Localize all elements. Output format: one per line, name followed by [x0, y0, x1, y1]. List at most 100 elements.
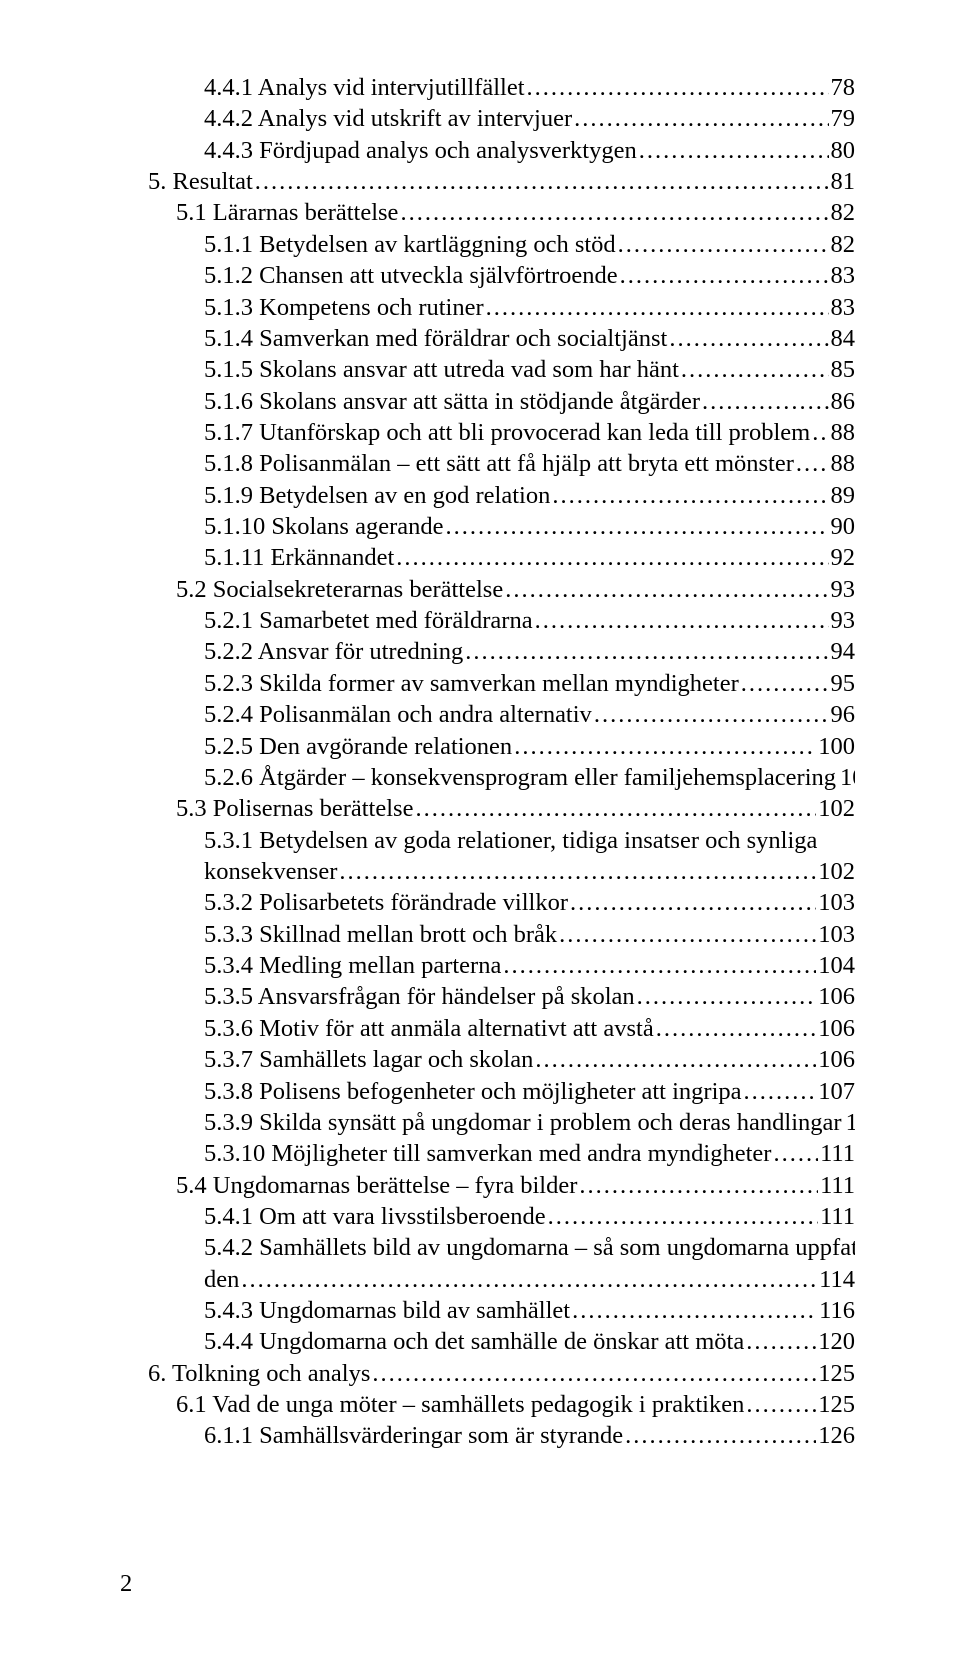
toc-entry-label: 5.4 Ungdomarnas berättelse – fyra bilder — [176, 1170, 577, 1201]
toc-entry-label: 5.1.4 Samverkan med föräldrar och social… — [204, 323, 667, 354]
toc-entry-label: 4.4.3 Fördjupad analys och analysverktyg… — [204, 135, 637, 166]
toc-leader-dots — [415, 793, 816, 824]
toc-entry: 6.1.1 Samhällsvärderingar som är styrand… — [120, 1420, 855, 1451]
toc-entry: 5.4 Ungdomarnas berättelse – fyra bilder… — [120, 1170, 855, 1201]
toc-entry-page: 125 — [818, 1389, 855, 1420]
toc-entry: 6.1 Vad de unga möter – samhällets pedag… — [120, 1389, 855, 1420]
toc-entry-label: 5.3.9 Skilda synsätt på ungdomar i probl… — [204, 1107, 842, 1138]
toc-leader-dots — [514, 731, 816, 762]
toc-entry-page: 111 — [820, 1201, 855, 1232]
toc-leader-dots — [559, 919, 816, 950]
toc-entry-page: 93 — [831, 574, 856, 605]
toc-entry: 5.2.1 Samarbetet med föräldrarna93 — [120, 605, 855, 636]
toc-leader-dots — [372, 1358, 816, 1389]
toc-entry: 4.4.1 Analys vid intervjutillfället78 — [120, 72, 855, 103]
toc-entry-page: 111 — [820, 1138, 855, 1169]
toc-entry-label: konsekvenser — [204, 856, 337, 887]
toc-entry: 5.1.9 Betydelsen av en god relation89 — [120, 480, 855, 511]
toc-entry: 5.3.10 Möjligheter till samverkan med an… — [120, 1138, 855, 1169]
toc-entry-label: 5.2.5 Den avgörande relationen — [204, 731, 512, 762]
toc-leader-dots — [255, 166, 829, 197]
toc-entry-page: 86 — [831, 386, 856, 417]
toc-entry: 5.1.11 Erkännandet 92 — [120, 542, 855, 573]
toc-leader-dots — [746, 1326, 816, 1357]
toc-leader-dots — [625, 1420, 816, 1451]
toc-leader-dots — [446, 511, 829, 542]
toc-entry-label: 5.4.1 Om att vara livsstilsberoende — [204, 1201, 546, 1232]
toc-entry-page: 114 — [819, 1264, 855, 1295]
toc-entry: 5.1.4 Samverkan med föräldrar och social… — [120, 323, 855, 354]
toc-entry-page: 104 — [818, 950, 855, 981]
toc-entry-label: 5.1.8 Polisanmälan – ett sätt att få hjä… — [204, 448, 794, 479]
toc-entry-label: 5.1.6 Skolans ansvar att sätta in stödja… — [204, 386, 700, 417]
toc-entry-page: 82 — [831, 229, 856, 260]
toc-leader-dots — [681, 354, 829, 385]
toc-entry: 5.2.5 Den avgörande relationen 100 — [120, 731, 855, 762]
toc-leader-dots — [656, 1013, 817, 1044]
toc-leader-dots — [548, 1201, 818, 1232]
toc-leader-dots — [579, 1170, 818, 1201]
toc-entry-label: 5.3 Polisernas berättelse — [176, 793, 413, 824]
toc-entry-page: 95 — [831, 668, 856, 699]
toc-entry: 5.1.7 Utanförskap och att bli provocerad… — [120, 417, 855, 448]
toc-entry-page: 93 — [831, 605, 856, 636]
toc-leader-dots — [503, 950, 816, 981]
toc-entry-page: 116 — [819, 1295, 855, 1326]
toc-entry: 5.3 Polisernas berättelse 102 — [120, 793, 855, 824]
toc-entry-page: 103 — [818, 887, 855, 918]
toc-entry-page: 92 — [831, 542, 856, 573]
toc-entry: 5.3.8 Polisens befogenheter och möjlighe… — [120, 1076, 855, 1107]
toc-leader-dots — [572, 1295, 817, 1326]
toc-entry-page: 106 — [818, 981, 855, 1012]
toc-entry-page: 82 — [831, 197, 856, 228]
toc-entry-label: 5. Resultat — [148, 166, 253, 197]
toc-entry-label: 4.4.1 Analys vid intervjutillfället — [204, 72, 525, 103]
toc-entry-label: 5.3.10 Möjligheter till samverkan med an… — [204, 1138, 771, 1169]
toc-entry-page: 94 — [831, 636, 856, 667]
toc-entry-page: 103 — [818, 919, 855, 950]
toc-leader-dots — [639, 135, 829, 166]
toc-leader-dots — [773, 1138, 818, 1169]
page-number: 2 — [120, 1570, 132, 1598]
toc-entry-label: den — [204, 1264, 239, 1295]
toc-entry-page: 106 — [818, 1013, 855, 1044]
toc-entry-page: 84 — [831, 323, 856, 354]
toc-leader-dots — [637, 981, 817, 1012]
toc-entry-page: 83 — [831, 260, 856, 291]
toc-entry: 5.2.4 Polisanmälan och andra alternativ9… — [120, 699, 855, 730]
toc-entry-label: 5.1.1 Betydelsen av kartläggning och stö… — [204, 229, 616, 260]
toc-entry-label: 4.4.2 Analys vid utskrift av intervjuer — [204, 103, 572, 134]
toc-leader-dots — [812, 417, 828, 448]
toc-entry-label: 5.4.2 Samhällets bild av ungdomarna – så… — [204, 1232, 855, 1263]
toc-leader-dots — [594, 699, 829, 730]
toc-entry-label: 5.1.7 Utanförskap och att bli provocerad… — [204, 417, 810, 448]
toc-entry: 5.4.1 Om att vara livsstilsberoende 111 — [120, 1201, 855, 1232]
toc-entry-label: 5.3.5 Ansvarsfrågan för händelser på sko… — [204, 981, 635, 1012]
table-of-contents: 4.4.1 Analys vid intervjutillfället784.4… — [120, 72, 855, 1452]
toc-entry: 5.3.7 Samhällets lagar och skolan106 — [120, 1044, 855, 1075]
toc-leader-dots — [574, 103, 828, 134]
toc-leader-dots — [486, 292, 829, 323]
toc-entry-label: 5.3.4 Medling mellan parterna — [204, 950, 501, 981]
toc-entry-label: 5.3.3 Skillnad mellan brott och bråk — [204, 919, 557, 950]
toc-entry: 5.3.3 Skillnad mellan brott och bråk 103 — [120, 919, 855, 950]
toc-entry: 5.3.1 Betydelsen av goda relationer, tid… — [120, 825, 855, 856]
toc-entry-page: 96 — [831, 699, 856, 730]
toc-entry: 5.3.5 Ansvarsfrågan för händelser på sko… — [120, 981, 855, 1012]
toc-leader-dots — [535, 1044, 816, 1075]
toc-entry-label: 5.3.6 Motiv för att anmäla alternativt a… — [204, 1013, 654, 1044]
toc-entry-label: 5.2.2 Ansvar för utredning — [204, 636, 463, 667]
toc-entry-page: 102 — [818, 793, 855, 824]
toc-leader-dots — [400, 197, 828, 228]
toc-entry: 5.3.6 Motiv för att anmäla alternativt a… — [120, 1013, 855, 1044]
toc-leader-dots — [535, 605, 829, 636]
toc-entry: 5.2.3 Skilda former av samverkan mellan … — [120, 668, 855, 699]
toc-entry: 5.1.6 Skolans ansvar att sätta in stödja… — [120, 386, 855, 417]
page-container: 4.4.1 Analys vid intervjutillfället784.4… — [0, 0, 960, 1656]
toc-entry-label: 5.1.11 Erkännandet — [204, 542, 394, 573]
toc-leader-dots — [702, 386, 829, 417]
toc-entry: 5.1 Lärarnas berättelse82 — [120, 197, 855, 228]
toc-leader-dots — [669, 323, 828, 354]
toc-entry-page: 100 — [818, 731, 855, 762]
toc-entry-page: 102 — [818, 856, 855, 887]
